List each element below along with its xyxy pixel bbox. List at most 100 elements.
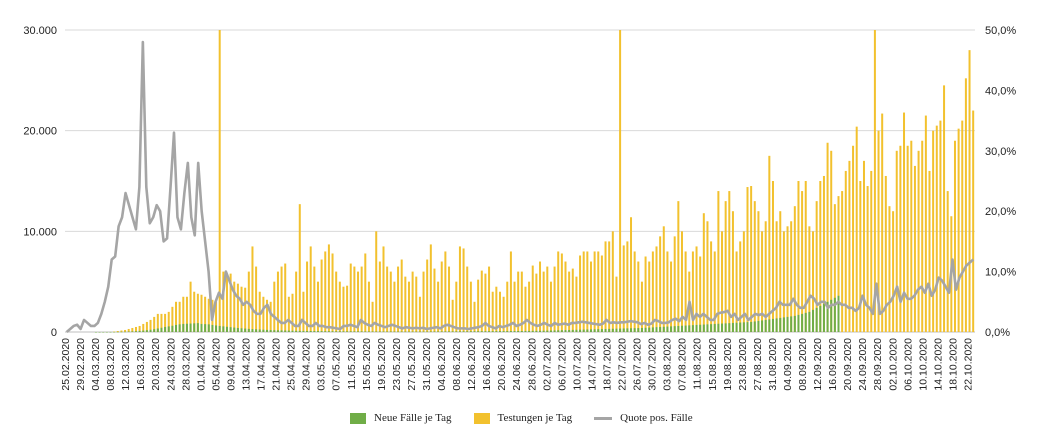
bar-neue-faelle bbox=[94, 331, 97, 333]
bar-testungen bbox=[680, 231, 683, 332]
bar-testungen bbox=[626, 241, 629, 332]
bar-neue-faelle bbox=[342, 331, 345, 332]
bar-neue-faelle bbox=[761, 320, 764, 332]
bar-testungen bbox=[549, 281, 552, 332]
bar-neue-faelle bbox=[393, 331, 396, 333]
bar-testungen bbox=[316, 281, 319, 332]
bar-testungen bbox=[957, 128, 960, 332]
bar-testungen bbox=[797, 181, 800, 332]
bar-testungen bbox=[357, 271, 360, 332]
bar-neue-faelle bbox=[495, 331, 498, 332]
bar-neue-faelle bbox=[149, 329, 152, 332]
bar-testungen bbox=[881, 113, 884, 332]
bar-testungen bbox=[771, 181, 774, 332]
bar-neue-faelle bbox=[324, 331, 327, 332]
bar-neue-faelle bbox=[557, 330, 560, 332]
legend-label-neue-faelle: Neue Fälle je Tag bbox=[374, 412, 452, 424]
bar-neue-faelle bbox=[735, 322, 738, 332]
bar-testungen bbox=[477, 279, 480, 332]
bar-testungen bbox=[855, 126, 858, 332]
bar-testungen bbox=[149, 319, 152, 332]
bar-neue-faelle bbox=[568, 329, 571, 332]
bar-testungen bbox=[764, 221, 767, 332]
bar-neue-faelle bbox=[411, 331, 414, 333]
bar-testungen bbox=[670, 261, 673, 332]
bar-testungen bbox=[750, 186, 753, 332]
bar-testungen bbox=[739, 241, 742, 332]
bar-testungen bbox=[964, 78, 967, 332]
bar-neue-faelle bbox=[622, 328, 625, 332]
y-left-tick-label: 0 bbox=[51, 327, 57, 339]
bar-neue-faelle bbox=[266, 329, 269, 332]
bar-testungen bbox=[702, 213, 705, 332]
bar-neue-faelle bbox=[790, 316, 793, 332]
bar-testungen bbox=[433, 268, 436, 332]
bar-testungen bbox=[451, 299, 454, 332]
bar-neue-faelle bbox=[109, 331, 112, 333]
x-tick-label: 02.07.2020 bbox=[541, 338, 553, 391]
bar-testungen bbox=[204, 296, 207, 332]
y-right-tick-label: 20,0% bbox=[985, 206, 1016, 218]
bar-testungen bbox=[375, 231, 378, 332]
bar-testungen bbox=[866, 186, 869, 332]
bar-testungen bbox=[859, 181, 862, 332]
bar-neue-faelle bbox=[724, 323, 727, 332]
bar-neue-faelle bbox=[517, 331, 520, 332]
x-tick-label: 20.06.2020 bbox=[496, 338, 508, 391]
bar-neue-faelle bbox=[630, 328, 633, 332]
x-tick-label: 12.09.2020 bbox=[812, 338, 824, 391]
bar-neue-faelle bbox=[710, 324, 713, 332]
x-tick-label: 19.05.2020 bbox=[376, 338, 388, 391]
bar-testungen bbox=[360, 266, 363, 332]
bar-testungen bbox=[513, 281, 516, 332]
bar-testungen bbox=[287, 296, 290, 332]
legend-item-testungen: Testungen je Tag bbox=[473, 412, 572, 424]
bar-neue-faelle bbox=[597, 329, 600, 332]
bar-neue-faelle bbox=[418, 331, 421, 333]
bar-testungen bbox=[331, 253, 334, 332]
bar-neue-faelle bbox=[371, 331, 374, 332]
bar-testungen bbox=[808, 226, 811, 332]
bar-testungen bbox=[178, 301, 181, 332]
bar-testungen bbox=[848, 160, 851, 332]
bar-neue-faelle bbox=[717, 323, 720, 332]
bar-neue-faelle bbox=[306, 330, 309, 332]
bar-neue-faelle bbox=[619, 328, 622, 332]
x-tick-label: 14.07.2020 bbox=[586, 338, 598, 391]
bar-testungen bbox=[873, 30, 876, 332]
bar-testungen bbox=[619, 30, 622, 332]
bar-testungen bbox=[539, 261, 542, 332]
bar-testungen bbox=[528, 281, 531, 332]
bar-neue-faelle bbox=[775, 318, 778, 332]
bar-testungen bbox=[615, 276, 618, 332]
legend-label-quote: Quote pos. Fälle bbox=[620, 412, 693, 424]
bar-neue-faelle bbox=[127, 331, 130, 333]
bar-testungen bbox=[466, 266, 469, 332]
bar-testungen bbox=[164, 313, 167, 332]
bar-neue-faelle bbox=[560, 330, 563, 332]
bar-testungen bbox=[815, 201, 818, 332]
bar-neue-faelle bbox=[386, 331, 389, 333]
bar-neue-faelle bbox=[600, 329, 603, 332]
bar-neue-faelle bbox=[571, 329, 574, 332]
bar-testungen bbox=[841, 191, 844, 332]
bar-testungen bbox=[557, 251, 560, 332]
bar-testungen bbox=[600, 255, 603, 332]
bar-testungen bbox=[233, 281, 236, 332]
bar-testungen bbox=[244, 287, 247, 332]
bar-testungen bbox=[131, 327, 134, 332]
bar-testungen bbox=[932, 130, 935, 332]
bar-neue-faelle bbox=[746, 322, 749, 332]
bar-neue-faelle bbox=[655, 327, 658, 332]
bar-neue-faelle bbox=[357, 331, 360, 332]
bar-neue-faelle bbox=[105, 331, 108, 333]
bar-neue-faelle bbox=[721, 323, 724, 332]
bar-testungen bbox=[498, 291, 501, 332]
x-tick-label: 06.07.2020 bbox=[556, 338, 568, 391]
bar-testungen bbox=[691, 251, 694, 332]
bar-neue-faelle bbox=[513, 331, 516, 332]
bar-neue-faelle bbox=[535, 330, 538, 332]
x-tick-label: 25.02.2020 bbox=[60, 338, 72, 391]
x-tick-label: 21.04.2020 bbox=[271, 338, 283, 391]
